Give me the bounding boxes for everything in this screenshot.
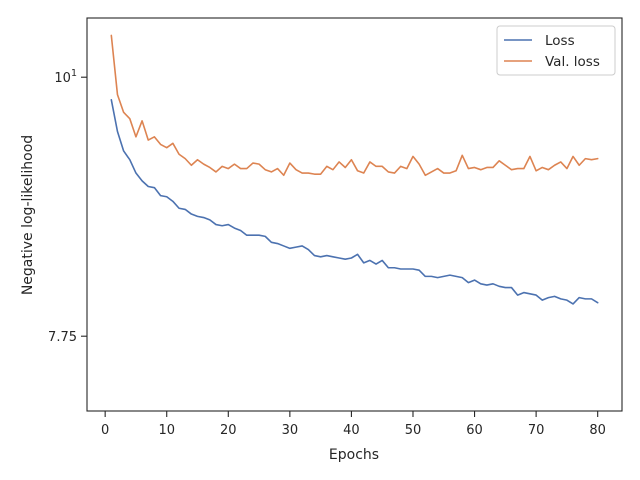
legend-box	[496, 25, 616, 76]
x-tick-label: 60	[466, 423, 483, 438]
series-line-loss	[110, 99, 599, 305]
legend-label-val-loss: Val. loss	[545, 54, 600, 70]
x-tick-label: 40	[343, 423, 360, 438]
x-tick-label: 80	[589, 423, 606, 438]
y-axis-label: Negative log-likelihood	[20, 135, 36, 295]
x-tick-label: 20	[220, 423, 237, 438]
legend: Loss Val. loss	[496, 25, 616, 76]
y-tick-label: 7.75	[48, 330, 77, 345]
plot-frame	[86, 17, 623, 412]
x-tick-label: 0	[101, 423, 109, 438]
x-tick-label: 50	[405, 423, 422, 438]
x-axis-label: Epochs	[329, 447, 379, 463]
x-tick-label: 30	[282, 423, 299, 438]
x-axis-ticks: 0 10 20 30 40 50 60 70 80	[101, 411, 606, 438]
y-tick-label: 101	[54, 68, 77, 86]
series-layer	[110, 34, 599, 305]
series-line-val-loss	[110, 34, 599, 177]
x-tick-label: 10	[158, 423, 175, 438]
legend-label-loss: Loss	[545, 33, 575, 49]
y-axis-ticks: 7.75 101	[48, 68, 87, 345]
x-tick-label: 70	[528, 423, 545, 438]
